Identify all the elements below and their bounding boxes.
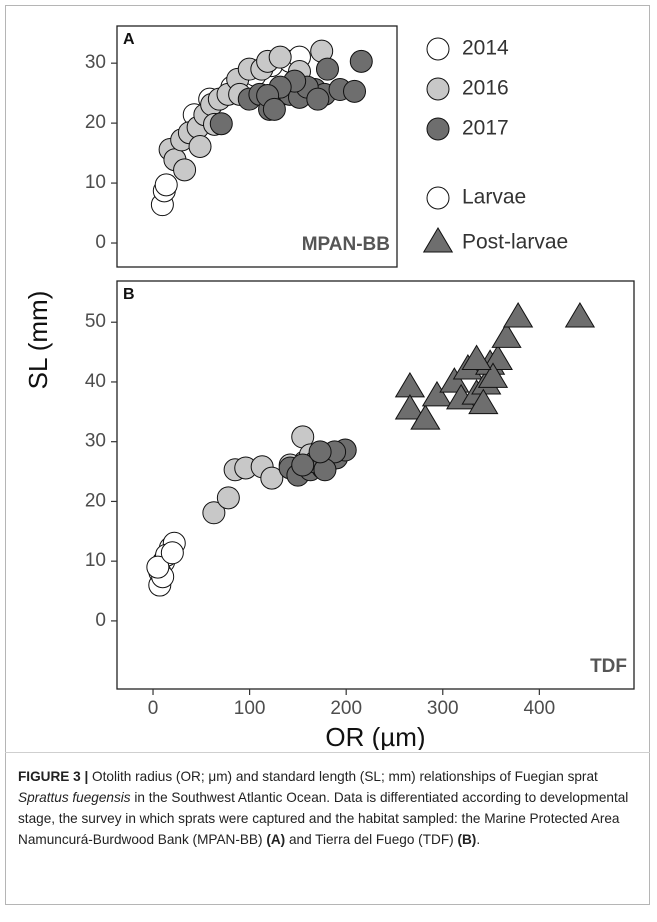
caption-text: (B): [457, 832, 477, 847]
caption-text: (A): [266, 832, 286, 847]
data-point: [291, 453, 315, 477]
chart: SL (mm) 0 10 20 30 A MPAN-BB 0 10 20 30 40 50 0 100 20…: [23, 25, 635, 750]
data-point: [482, 344, 513, 370]
data-point: [461, 344, 492, 370]
caption-text: Otolith radius (OR; μm) and standard len…: [88, 769, 598, 784]
data-point: [421, 380, 453, 407]
data-point: [315, 57, 339, 81]
plot-frame: [116, 280, 635, 690]
legend-label: Post-larvae: [462, 231, 568, 254]
data-point: [268, 45, 292, 69]
data-point: [216, 486, 240, 510]
caption-text: and Tierra del Fuego (TDF): [285, 832, 458, 847]
x-tick-label: 300: [427, 698, 459, 719]
data-point: [154, 173, 178, 197]
panel-annotation: MPAN-BB: [302, 234, 390, 255]
y-tick-label: 40: [85, 371, 106, 392]
y-tick-label: 20: [85, 490, 106, 511]
y-tick-label: 30: [85, 52, 106, 73]
data-point: [477, 362, 509, 388]
panel-annotation: TDF: [590, 656, 627, 677]
caption-separator: [5, 752, 650, 753]
legend-marker: [426, 117, 450, 141]
legend-marker: [426, 186, 450, 210]
y-tick-label: 50: [85, 311, 106, 332]
data-point: [410, 404, 441, 430]
data-point: [468, 388, 499, 415]
data-point: [260, 466, 284, 490]
legend-marker: [422, 227, 454, 253]
caption-text: .: [476, 832, 481, 847]
data-point: [188, 135, 212, 158]
caption-text: FIGURE 3 |: [18, 769, 89, 784]
y-tick-label: 30: [85, 431, 106, 452]
data-point: [502, 302, 534, 328]
y-tick-label: 0: [95, 232, 106, 253]
x-tick-label: 200: [330, 698, 362, 719]
data-point: [262, 97, 286, 121]
legend-marker: [426, 37, 450, 61]
x-tick-label: 0: [148, 698, 159, 719]
y-axis-label: SL (mm): [23, 291, 53, 390]
data-point: [146, 555, 170, 579]
x-tick-label: 400: [523, 698, 555, 719]
data-point: [306, 87, 330, 111]
y-tick-label: 10: [85, 550, 106, 571]
data-point: [173, 158, 197, 182]
data-point: [394, 394, 426, 420]
legend-label: Larvae: [462, 186, 526, 209]
y-tick-label: 20: [85, 112, 106, 133]
data-point: [160, 541, 184, 565]
x-tick-label: 100: [234, 698, 266, 719]
caption-text: Sprattus fuegensis: [18, 790, 131, 805]
panel-label: A: [123, 31, 135, 48]
panel-label: B: [123, 286, 135, 303]
y-tick-label: 0: [95, 610, 106, 631]
caption-text: in the Southwest Atlantic Ocean. Data is…: [18, 790, 629, 847]
x-axis-label: OR (µm): [325, 722, 425, 750]
data-point: [394, 371, 426, 398]
legend-marker: [426, 77, 450, 101]
data-point: [308, 440, 332, 464]
y-tick-label: 10: [85, 172, 106, 193]
data-point: [202, 501, 226, 525]
data-point: [491, 322, 522, 348]
data-point: [349, 49, 373, 73]
plot-frame: [116, 25, 398, 268]
legend-label: 2014: [462, 37, 509, 60]
data-point: [209, 112, 233, 136]
caption: FIGURE 3 | Otolith radius (OR; μm) and s…: [18, 766, 640, 850]
legend-label: 2017: [462, 117, 509, 140]
figure-frame: [5, 5, 650, 905]
legend-label: 2016: [462, 77, 509, 100]
data-point: [343, 79, 367, 103]
data-point: [564, 302, 596, 328]
